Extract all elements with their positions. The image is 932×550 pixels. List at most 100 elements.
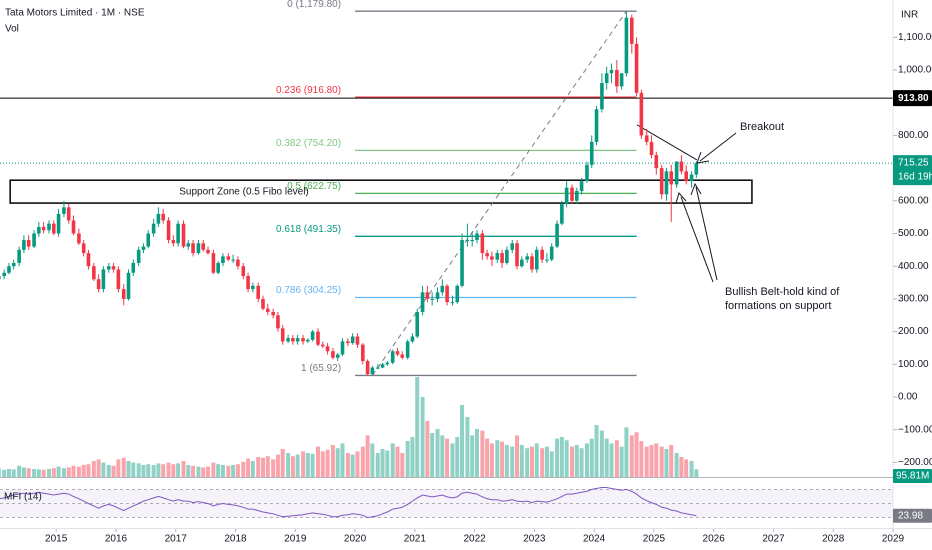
- candle-body: [51, 223, 56, 234]
- candle-body: [460, 240, 464, 286]
- annotation: Bullish Belt-hold kind of: [725, 286, 840, 298]
- candle-body: [555, 223, 559, 247]
- candle-body: [405, 341, 410, 358]
- candle-body: [171, 240, 176, 244]
- candle-body: [520, 259, 524, 267]
- volume-bar: [470, 435, 475, 477]
- candle-body: [201, 243, 206, 250]
- volume-bar: [36, 469, 41, 477]
- volume-bar: [649, 445, 654, 477]
- volume-bar: [689, 461, 694, 477]
- candle-body: [196, 243, 201, 254]
- candle-body: [111, 266, 116, 270]
- mfi-layer: [0, 487, 893, 519]
- candle-body: [495, 253, 500, 260]
- volume-bar: [136, 463, 141, 477]
- x-tick-label: 2019: [284, 534, 307, 545]
- arrow-head: [675, 191, 687, 204]
- candle-body: [241, 266, 246, 277]
- trendline: [371, 10, 627, 376]
- candle-body: [191, 243, 195, 254]
- volume-bar: [320, 451, 325, 477]
- candle-body: [385, 362, 390, 365]
- volume-bar: [639, 441, 644, 477]
- volume-bar: [21, 467, 26, 477]
- volume-bar: [325, 449, 330, 477]
- fib-label: 0.236 (916.80): [276, 85, 341, 96]
- arrow: [695, 186, 718, 281]
- candle-body: [490, 256, 494, 260]
- volume-bar: [241, 461, 246, 477]
- candle-body: [425, 292, 430, 299]
- candle-body: [420, 292, 425, 312]
- volume-bar: [171, 464, 176, 477]
- candle-body: [236, 259, 240, 267]
- volume-bar: [201, 467, 206, 477]
- candle-body: [515, 243, 519, 267]
- candle-body: [619, 73, 624, 87]
- x-tick-label: 2025: [643, 534, 666, 545]
- candle-body: [585, 164, 589, 182]
- volume-bar: [71, 465, 76, 477]
- candle-body: [540, 249, 544, 260]
- candle-body: [206, 249, 210, 254]
- candle-body: [594, 109, 599, 142]
- candle-body: [261, 298, 265, 309]
- volume-bar: [525, 448, 530, 477]
- candle-body: [7, 266, 11, 273]
- candle-body: [395, 351, 400, 355]
- volume-bar: [335, 448, 340, 477]
- candle-body: [331, 351, 335, 358]
- volume-bar: [540, 448, 545, 477]
- candle-body: [654, 155, 659, 169]
- volume-bar: [91, 461, 96, 477]
- volume-bar: [579, 448, 584, 477]
- x-tick-label: 2021: [404, 534, 427, 545]
- candle-body: [335, 354, 340, 358]
- volume-bar: [480, 430, 485, 477]
- x-tick-label: 2015: [45, 534, 68, 545]
- arrow-head: [696, 151, 710, 164]
- candle-body: [560, 204, 564, 224]
- candle-body: [355, 336, 360, 345]
- candle-body: [136, 249, 141, 263]
- candle-body: [604, 73, 609, 84]
- volume-bar: [659, 446, 664, 477]
- candle-body: [310, 331, 315, 340]
- candle-body: [126, 272, 131, 299]
- price-label-box: [893, 90, 932, 107]
- volume-bar: [265, 456, 270, 477]
- candle-body: [664, 171, 669, 195]
- volume-bar: [235, 464, 240, 477]
- candle-body: [62, 207, 66, 214]
- x-axis: 2015 2016 2017 2018 2019 2020 2021 2022 2023 2024…: [45, 528, 905, 545]
- price-labels: 913.80 715.25 16d 19h 95.81M 23.98: [893, 90, 932, 523]
- candle-body: [589, 141, 594, 165]
- candle-body: [146, 233, 151, 247]
- volume-bar: [61, 468, 66, 477]
- volume-bar: [256, 457, 261, 477]
- volume-bar: [619, 446, 624, 477]
- volume-label-box: [893, 469, 932, 483]
- y-tick-label: 200.00: [898, 326, 929, 337]
- volume-bar: [375, 453, 380, 477]
- candle-body: [615, 69, 619, 87]
- candle-body: [380, 364, 385, 368]
- candle-body: [689, 174, 694, 182]
- volume-bar: [315, 446, 320, 477]
- candle-body: [116, 269, 121, 290]
- candle-body: [365, 361, 370, 375]
- volume-bar: [216, 464, 221, 477]
- zone-layer: [9, 179, 753, 204]
- x-tick-label: 2018: [224, 534, 247, 545]
- candle-body: [316, 331, 320, 345]
- volume-bar: [584, 443, 589, 477]
- candle-body: [11, 262, 16, 267]
- arrow-head: [690, 182, 702, 196]
- candle-body: [216, 262, 220, 273]
- candle-body: [400, 354, 405, 358]
- volume-bar: [260, 457, 265, 477]
- volume-bar: [305, 453, 310, 477]
- candle-body: [445, 285, 449, 303]
- volume-bar: [510, 446, 515, 477]
